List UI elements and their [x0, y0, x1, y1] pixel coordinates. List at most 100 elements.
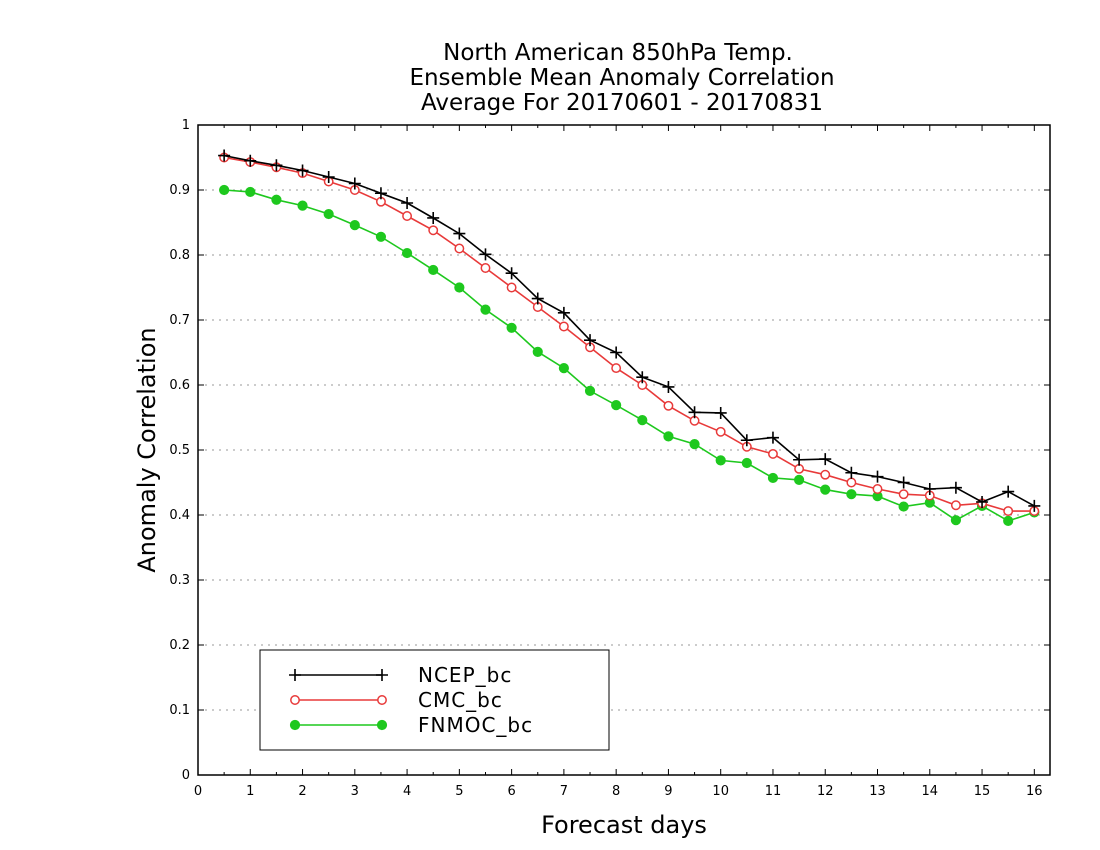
legend-item-fnmoc-bc: FNMOC_bc	[289, 713, 532, 737]
point-fnmoc-bc-3	[297, 200, 308, 211]
point-ncep-bc-9	[453, 227, 466, 240]
point-cmc-bc-7	[402, 211, 413, 221]
series-layer	[218, 149, 1041, 526]
point-cmc-bc-21	[768, 448, 778, 459]
point-ncep-bc-31	[1028, 499, 1041, 512]
point-fnmoc-bc-16	[637, 415, 648, 426]
x-axis: 0 1 2 3 4 5 6 7 8 9 10 11 12 13 14 15 16	[194, 125, 1043, 799]
point-fnmoc-bc-1	[245, 186, 256, 198]
point-fnmoc-bc-21	[767, 472, 779, 484]
point-ncep-bc-11	[505, 267, 518, 280]
point-fnmoc-bc-26	[898, 501, 909, 512]
x-tick-label-14: 14	[922, 784, 939, 799]
x-tick-label-0: 0	[194, 784, 202, 799]
y-tick-label-0: 0	[182, 768, 190, 783]
x-tick-label-3: 3	[351, 784, 359, 799]
x-axis-label: Forecast days	[541, 811, 707, 839]
point-ncep-bc-29	[976, 496, 989, 508]
point-ncep-bc-26	[897, 476, 910, 489]
point-ncep-bc-12	[531, 292, 544, 305]
point-fnmoc-bc-22	[794, 474, 805, 485]
point-fnmoc-bc-9	[454, 282, 465, 293]
legend-marker-end	[377, 695, 387, 705]
point-cmc-bc-10	[480, 263, 491, 273]
y-tick-label-1: 0.1	[169, 703, 190, 718]
point-ncep-bc-27	[923, 483, 936, 495]
point-fnmoc-bc-30	[1003, 515, 1014, 526]
y-tick-label-8: 0.8	[169, 248, 190, 263]
x-tick-label-6: 6	[507, 784, 515, 799]
y-axis-label: Anomaly Correlation	[133, 327, 161, 572]
point-fnmoc-bc-5	[349, 220, 360, 231]
point-fnmoc-bc-11	[506, 322, 517, 333]
point-fnmoc-bc-17	[663, 431, 674, 442]
point-cmc-bc-8	[428, 225, 439, 236]
title-line-3: Average For 20170601 - 20170831	[421, 90, 823, 116]
point-fnmoc-bc-7	[401, 247, 413, 259]
x-tick-label-16: 16	[1026, 784, 1043, 799]
point-ncep-bc-2	[270, 159, 283, 172]
point-ncep-bc-14	[584, 334, 597, 347]
point-ncep-bc-1	[244, 154, 257, 167]
series-line-cmc-bc	[223, 156, 1035, 512]
point-cmc-bc-30	[1003, 506, 1014, 517]
point-ncep-bc-15	[610, 346, 623, 359]
point-ncep-bc-4	[322, 171, 335, 183]
series-line-ncep-bc	[223, 154, 1035, 507]
point-fnmoc-bc-8	[428, 264, 439, 276]
point-ncep-bc-7	[401, 197, 414, 209]
point-fnmoc-bc-13	[558, 363, 569, 374]
point-ncep-bc-30	[1002, 485, 1015, 498]
point-fnmoc-bc-12	[532, 346, 543, 357]
point-fnmoc-bc-23	[820, 484, 831, 495]
x-tick-label-1: 1	[246, 784, 254, 799]
point-fnmoc-bc-14	[584, 385, 596, 396]
point-cmc-bc-11	[506, 282, 517, 293]
point-cmc-bc-17	[663, 400, 674, 411]
point-ncep-bc-8	[427, 211, 440, 224]
legend-marker-start	[290, 695, 300, 705]
series-ncep-bc	[218, 149, 1041, 512]
x-tick-label-7: 7	[560, 784, 568, 799]
x-tick-label-2: 2	[298, 784, 306, 799]
legend-label-cmc-bc: CMC_bc	[418, 688, 503, 712]
x-tick-label-4: 4	[403, 784, 411, 799]
point-ncep-bc-6	[374, 187, 387, 200]
point-ncep-bc-18	[688, 406, 701, 419]
x-tick-label-13: 13	[869, 784, 886, 799]
point-ncep-bc-10	[479, 248, 492, 261]
point-ncep-bc-3	[296, 164, 309, 177]
legend-item-ncep-bc: NCEP_bc	[289, 663, 512, 687]
series-fnmoc-bc	[219, 184, 1040, 526]
x-tick-label-10: 10	[712, 784, 729, 799]
y-tick-label-4: 0.4	[169, 508, 190, 523]
y-tick-label-3: 0.3	[169, 573, 190, 588]
point-cmc-bc-9	[454, 243, 465, 254]
x-tick-label-8: 8	[612, 784, 620, 799]
point-ncep-bc-21	[766, 431, 779, 444]
point-ncep-bc-16	[636, 371, 649, 384]
legend-marker-start	[289, 719, 301, 731]
point-fnmoc-bc-2	[271, 194, 282, 205]
point-fnmoc-bc-19	[715, 455, 726, 466]
point-ncep-bc-0	[218, 149, 231, 162]
point-fnmoc-bc-0	[219, 184, 230, 196]
point-fnmoc-bc-20	[741, 457, 752, 469]
x-tick-label-15: 15	[974, 784, 991, 799]
point-cmc-bc-25	[872, 484, 883, 494]
point-ncep-bc-17	[662, 380, 675, 393]
point-cmc-bc-23	[820, 469, 831, 480]
point-ncep-bc-23	[819, 453, 832, 466]
point-fnmoc-bc-10	[480, 304, 491, 315]
legend-label-ncep-bc: NCEP_bc	[418, 663, 512, 687]
legend-marker-end	[376, 669, 388, 681]
series-cmc-bc	[219, 152, 1040, 517]
point-fnmoc-bc-15	[611, 400, 622, 411]
title-line-1: North American 850hPa Temp.	[443, 40, 793, 66]
chart-title: North American 850hPa Temp. Ensemble Mea…	[409, 40, 834, 116]
legend-marker-end	[376, 719, 388, 731]
point-ncep-bc-13	[557, 306, 570, 319]
x-tick-label-5: 5	[455, 784, 463, 799]
y-tick-label-6: 0.6	[169, 378, 190, 393]
